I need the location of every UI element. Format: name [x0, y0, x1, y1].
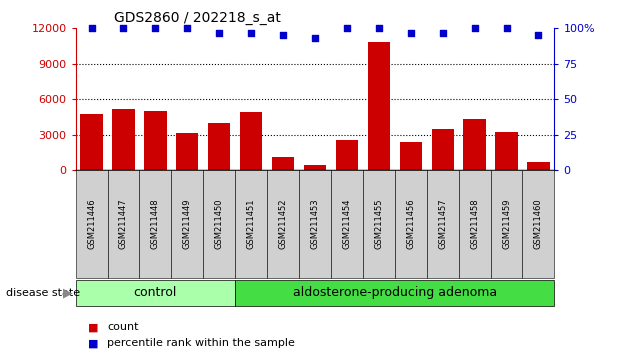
- Bar: [527, 162, 549, 170]
- Point: [246, 30, 256, 35]
- Text: GSM211448: GSM211448: [151, 199, 160, 249]
- Bar: [208, 123, 231, 170]
- Text: GSM211457: GSM211457: [438, 199, 447, 249]
- Text: GSM211450: GSM211450: [215, 199, 224, 249]
- Text: GSM211449: GSM211449: [183, 199, 192, 249]
- Text: count: count: [107, 322, 139, 332]
- Text: GSM211446: GSM211446: [87, 199, 96, 249]
- Point: [501, 25, 512, 31]
- Bar: [432, 129, 454, 170]
- Point: [86, 25, 96, 31]
- Text: GSM211453: GSM211453: [311, 199, 319, 249]
- Text: GSM211455: GSM211455: [374, 199, 383, 249]
- Bar: [399, 142, 422, 170]
- Bar: [304, 165, 326, 170]
- Text: GSM211451: GSM211451: [247, 199, 256, 249]
- Text: GSM211460: GSM211460: [534, 199, 543, 249]
- Bar: [272, 157, 294, 170]
- Text: GDS2860 / 202218_s_at: GDS2860 / 202218_s_at: [114, 11, 281, 24]
- Point: [214, 30, 224, 35]
- Text: ■: ■: [88, 338, 99, 348]
- Point: [278, 33, 288, 38]
- Text: ■: ■: [88, 322, 99, 332]
- Point: [182, 25, 192, 31]
- Text: GSM211447: GSM211447: [119, 199, 128, 249]
- Text: GSM211452: GSM211452: [278, 199, 287, 249]
- Bar: [144, 111, 166, 170]
- Point: [438, 30, 448, 35]
- Point: [469, 25, 479, 31]
- Text: disease state: disease state: [6, 288, 81, 298]
- Point: [374, 25, 384, 31]
- Bar: [336, 141, 358, 170]
- Point: [406, 30, 416, 35]
- Text: GSM211456: GSM211456: [406, 199, 415, 249]
- Text: GSM211454: GSM211454: [343, 199, 352, 249]
- Text: GSM211458: GSM211458: [470, 199, 479, 249]
- Text: ▶: ▶: [63, 286, 72, 299]
- Text: control: control: [134, 286, 177, 299]
- Point: [118, 25, 129, 31]
- Bar: [176, 133, 198, 170]
- Text: GSM211459: GSM211459: [502, 199, 511, 249]
- Point: [151, 25, 161, 31]
- Text: aldosterone-producing adenoma: aldosterone-producing adenoma: [293, 286, 497, 299]
- Text: percentile rank within the sample: percentile rank within the sample: [107, 338, 295, 348]
- Bar: [464, 119, 486, 170]
- Bar: [112, 109, 135, 170]
- Bar: [368, 42, 390, 170]
- Point: [534, 33, 544, 38]
- Bar: [495, 132, 518, 170]
- Bar: [81, 114, 103, 170]
- Point: [310, 35, 320, 41]
- Bar: [240, 112, 262, 170]
- Point: [342, 25, 352, 31]
